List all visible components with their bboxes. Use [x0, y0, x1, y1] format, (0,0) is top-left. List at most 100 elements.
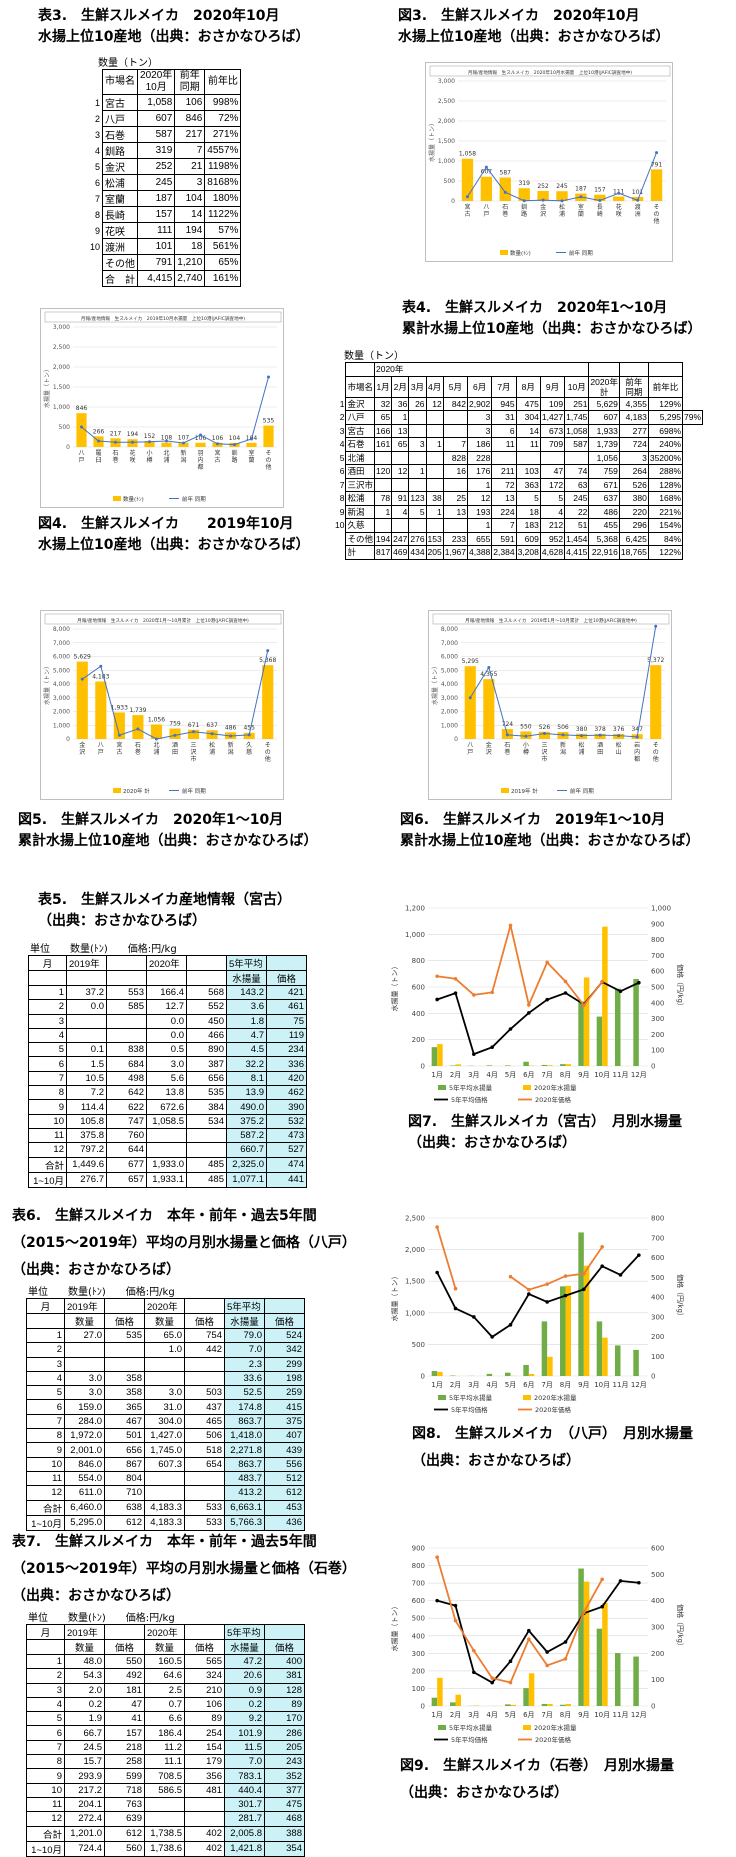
table-cell: 9	[88, 223, 103, 239]
x-tick-label: 小樽	[146, 449, 152, 464]
table-cell	[185, 1797, 225, 1811]
table-cell: 12.7	[147, 1000, 187, 1014]
bar	[462, 159, 473, 201]
table-cell: 319	[138, 143, 175, 159]
y-tick-label: 6,000	[53, 654, 70, 661]
table-cell: 6	[27, 1400, 65, 1414]
table-cell: 4557%	[205, 143, 241, 159]
line-point	[80, 426, 83, 429]
y-tick-label: 2,500	[53, 344, 70, 351]
table-cell	[426, 465, 443, 479]
table-header-row: 数量価格数量価格水揚量価格	[27, 1314, 305, 1329]
y2-axis-label: 価格（円/kg）	[676, 964, 684, 1010]
table-cell	[88, 255, 103, 271]
y-tick-label: 0	[421, 1703, 425, 1711]
legend-label: 前年 同期	[569, 249, 593, 257]
table-cell: 3	[29, 1014, 67, 1028]
legend-swatch	[438, 1085, 446, 1090]
y-tick-label: 4,000	[441, 681, 458, 688]
table-cell: 161%	[205, 271, 241, 287]
table-cell: 合計	[27, 1826, 65, 1841]
table-cell: 3	[334, 424, 346, 438]
market-name: 室蘭	[103, 191, 138, 207]
y2-tick-label: 400	[651, 999, 664, 1007]
table-cell: 587.2	[227, 1128, 267, 1142]
table-cell: 352	[265, 1769, 305, 1783]
table-cell: 54.3	[65, 1669, 105, 1683]
table-cell: 1,201.0	[65, 1826, 105, 1841]
table-cell: 609	[516, 532, 540, 546]
table-header-cell	[67, 971, 107, 986]
y2-axis-label: 価格（円/kg）	[676, 1604, 684, 1650]
table-cell	[516, 451, 540, 465]
table-header-cell: 価格	[105, 1314, 145, 1329]
data-label: 378	[594, 726, 606, 733]
table-cell: 724	[619, 438, 648, 452]
table-cell: 838	[107, 1043, 147, 1057]
table-cell: 211	[492, 465, 516, 479]
table-cell: 47	[105, 1697, 145, 1711]
y-tick-label: 2,000	[53, 364, 70, 371]
x-tick-label: 宮古	[464, 203, 470, 218]
table-cell: 612	[105, 1826, 145, 1841]
table-cell: 1,745.0	[145, 1443, 185, 1457]
y2-tick-label: 500	[651, 1274, 664, 1282]
table-cell	[426, 478, 443, 492]
bar	[483, 679, 494, 739]
figure7-caption2: （出典：おさかなひろば）	[408, 1133, 682, 1154]
bar	[95, 681, 106, 739]
table-cell: 591	[492, 532, 516, 546]
x-tick-label: 新潟	[180, 449, 186, 464]
x-tick-label: 北浦	[153, 741, 159, 756]
y-tick-label: 2,500	[438, 98, 455, 105]
x-tick-label: 渡洲	[635, 203, 641, 218]
table-cell: 18,765	[619, 546, 648, 560]
market-name: 松浦	[346, 492, 375, 506]
table-cell: 277	[619, 424, 648, 438]
line-point	[233, 443, 236, 446]
y-tick-label: 200	[412, 1036, 425, 1044]
x-tick-label: 8月	[560, 1071, 571, 1079]
table-cell: 22,916	[589, 546, 619, 560]
y-tick-label: 1,000	[441, 722, 458, 729]
y-tick-label: 5,000	[53, 667, 70, 674]
table-cell	[426, 519, 443, 533]
table-cell	[107, 1028, 147, 1042]
table-cell	[145, 1357, 185, 1371]
table-cell: 5	[409, 505, 426, 519]
x-tick-label: 1月	[431, 1711, 442, 1719]
x-tick-label: 11月	[613, 1071, 629, 1079]
x-tick-label: 8月	[560, 1381, 571, 1389]
table-cell: 498	[107, 1071, 147, 1085]
table-cell	[67, 1014, 107, 1028]
table-cell	[105, 1357, 145, 1371]
table-header-cell: 6月	[468, 376, 492, 397]
table-header-cell: 2020年	[145, 1625, 185, 1640]
legend-swatch	[501, 788, 509, 793]
y-tick-label: 2,500	[405, 1215, 425, 1223]
table-cell: 4,183.3	[145, 1500, 185, 1515]
table-cell: 204.1	[65, 1797, 105, 1811]
table-cell: 6,663.1	[225, 1500, 265, 1515]
table-cell: 526	[619, 478, 648, 492]
table-cell: 4.5	[227, 1043, 267, 1057]
y-tick-label: 1,000	[405, 1309, 425, 1317]
table4-caption2: 累計水揚上位10産地（出典：おさかなひろば）	[402, 319, 701, 340]
bar	[529, 1673, 535, 1706]
table-cell: 233	[443, 532, 467, 546]
y-tick-label: 1,500	[53, 384, 70, 391]
y-tick-label: 200	[412, 1667, 425, 1675]
table-cell: 106	[185, 1697, 225, 1711]
table-header-cell: 価格	[105, 1640, 145, 1655]
table-cell: 14	[516, 424, 540, 438]
table-cell	[409, 411, 426, 425]
y-tick-label: 3,000	[438, 78, 455, 85]
